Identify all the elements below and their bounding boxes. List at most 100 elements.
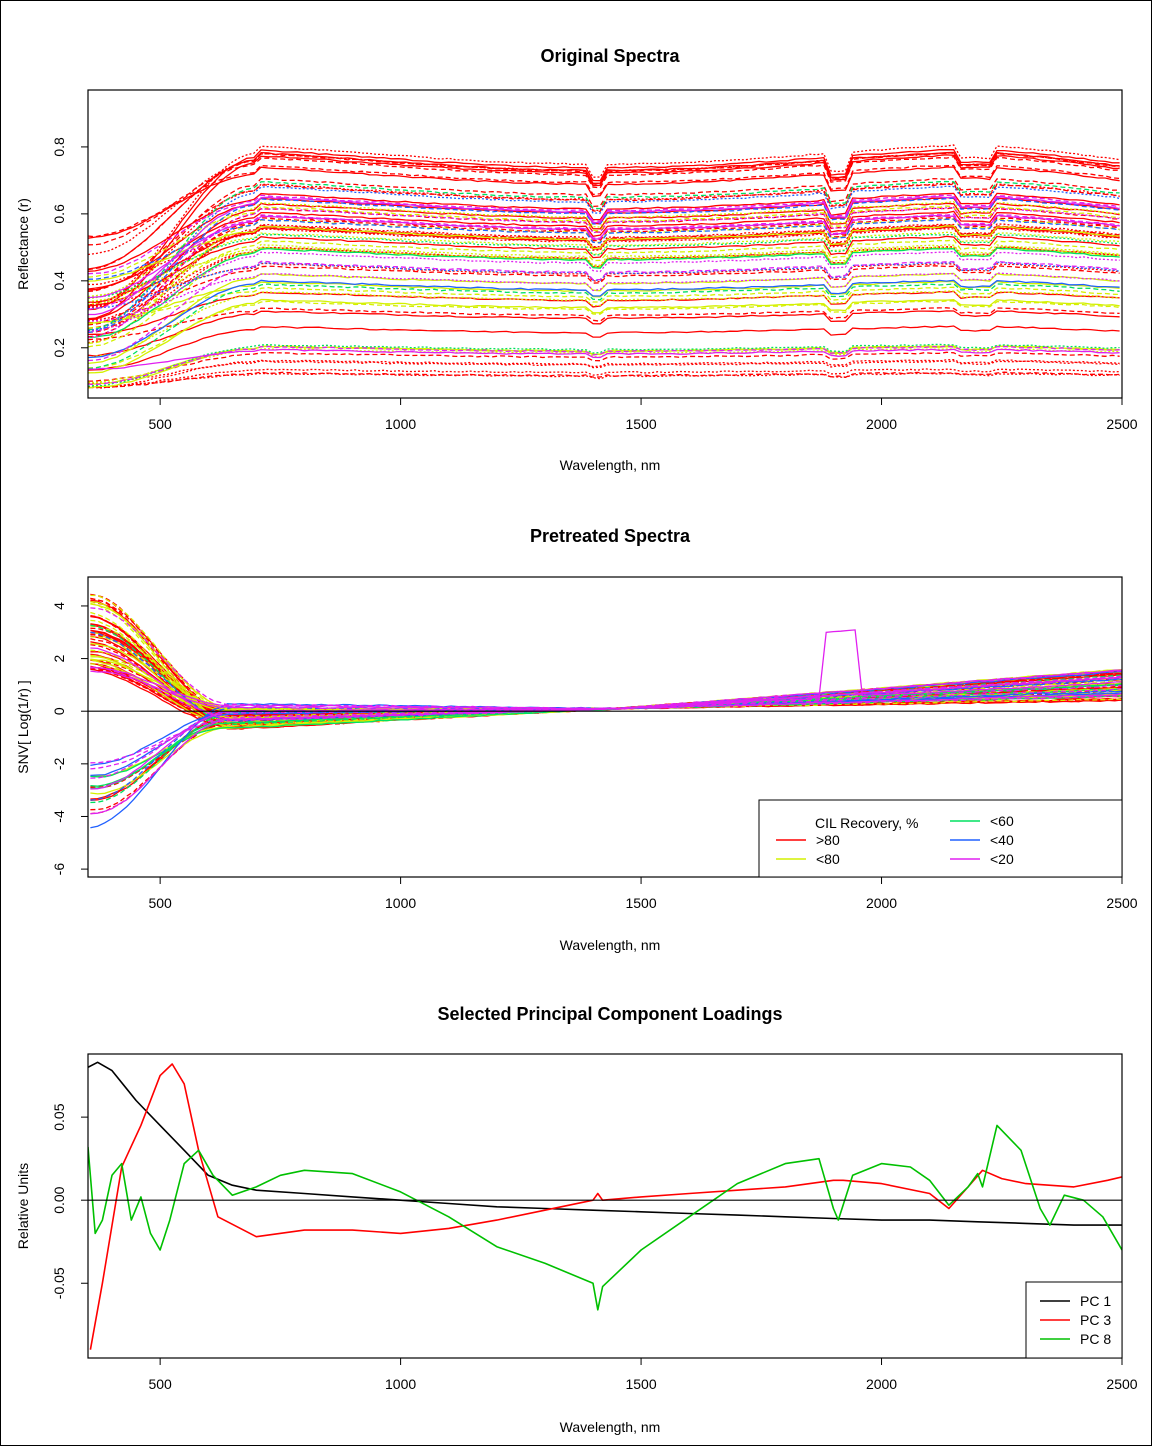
chart-title: Pretreated Spectra [530,526,691,546]
spectrum-line [88,233,1120,299]
legend: CIL Recovery, %>80 <80 <60 <40 <20 [758,799,1123,878]
spectrum-line [88,371,1120,389]
x-tick-label: 1500 [625,416,656,432]
y-tick-label: 0 [51,707,67,715]
series-line-pc-1 [88,1061,1122,1226]
y-tick-label: 0.8 [51,137,67,157]
spectrum-line [88,218,1120,280]
chart-panel-2: Pretreated Spectra 500 1000 1500 2000 2500 -6 -… [15,526,1138,953]
legend: PC 1 PC 3 PC 8 [1025,1281,1123,1359]
x-tick-label: 1500 [625,1376,656,1392]
x-tick-label: 1000 [385,1376,416,1392]
plot-box [87,1053,1123,1359]
spectrum-line [90,684,1122,787]
spectrum-line [88,300,1120,369]
spectrum-line [88,180,1120,331]
series-line-pc-3 [89,1063,1122,1350]
x-tick-label: 500 [148,1376,172,1392]
x-tick-label: 2500 [1106,1376,1137,1392]
spectrum-line [88,166,1120,239]
spectrum-line [88,343,1120,387]
spectrum-line [88,151,1120,271]
spectrum-line [88,348,1120,370]
spectrum-line [88,283,1120,370]
spectrum-line [88,144,1120,308]
spectrum-line [88,250,1120,333]
y-tick-label: 0.05 [51,1103,67,1130]
spectrum-line [90,629,1122,721]
y-tick-label: 0.6 [51,204,67,224]
legend-label: PC 1 [1080,1293,1111,1309]
x-tick-label: 2000 [866,895,897,911]
spectrum-line [90,633,1122,719]
x-tick-label: 1500 [625,895,656,911]
y-tick-label: 2 [51,654,67,662]
spectrum-line [88,225,1120,282]
x-tick-label: 1000 [385,895,416,911]
legend-label: <60 [990,813,1014,829]
y-tick-label: 0.2 [51,338,67,358]
spectrum-line [90,602,1122,727]
spectrum-line [88,260,1120,362]
x-tick-label: 2500 [1106,416,1137,432]
spectrum-line [88,239,1120,329]
spectrum-line [90,666,1122,719]
y-tick-label: -6 [51,863,67,876]
spectrum-line [90,670,1122,710]
plot-area [88,144,1120,389]
spectrum-line [88,290,1120,336]
chart-panel-3: Selected Principal Component Loadings 500… [15,1004,1138,1435]
spectrum-line [88,202,1120,321]
spectrum-line [90,607,1122,710]
spectrum-line [90,615,1122,724]
spectrum-line [88,155,1120,246]
y-tick-label: 4 [51,602,67,610]
chart-title: Selected Principal Component Loadings [437,1004,782,1024]
x-axis-label: Wavelength, nm [560,937,661,953]
spectrum-line [88,345,1120,386]
spectrum-line [88,372,1120,388]
x-tick-label: 2500 [1106,895,1137,911]
spectrum-line [88,213,1120,311]
y-tick-label: -2 [51,757,67,770]
spectrum-line [88,183,1120,293]
spectrum-line [88,178,1120,306]
spectrum-line [88,164,1120,238]
chart-panel-1: Original Spectra 500 1000 1500 2000 2500 0.2 0.… [15,46,1138,473]
spectrum-line [88,235,1120,307]
y-tick-label: 0.00 [51,1186,67,1213]
spectrum-line [88,272,1120,322]
x-axis-label: Wavelength, nm [560,1419,661,1435]
spectrum-line [88,290,1120,359]
x-tick-label: 2000 [866,416,897,432]
spectrum-line [88,206,1120,339]
legend-box [758,799,1123,878]
y-tick-label: -4 [51,810,67,823]
spectrum-line [88,201,1120,300]
legend-label: >80 [816,832,840,848]
legend-title: CIL Recovery, % [815,815,918,831]
spectrum-line [88,307,1120,341]
spectrum-line [90,619,1122,722]
y-axis-label: Reflectance (r) [15,198,31,290]
y-tick-label: 0.4 [51,271,67,291]
spectrum-line [88,182,1120,309]
plot-area [88,1061,1122,1350]
x-axis-label: Wavelength, nm [560,457,661,473]
plot-box [87,89,1123,399]
spectrum-line [88,223,1120,344]
legend-label: PC 3 [1080,1312,1111,1328]
x-tick-label: 1000 [385,416,416,432]
spectrum-line [88,286,1120,325]
y-tick-label: -0.05 [51,1267,67,1299]
spectrum-line [88,298,1120,374]
chart-title: Original Spectra [540,46,680,66]
spectrum-line [88,210,1120,290]
legend-label: <40 [990,832,1014,848]
spectrum-line [88,214,1120,299]
spectrum-line [88,247,1120,339]
x-tick-label: 2000 [866,1376,897,1392]
x-tick-label: 500 [148,416,172,432]
